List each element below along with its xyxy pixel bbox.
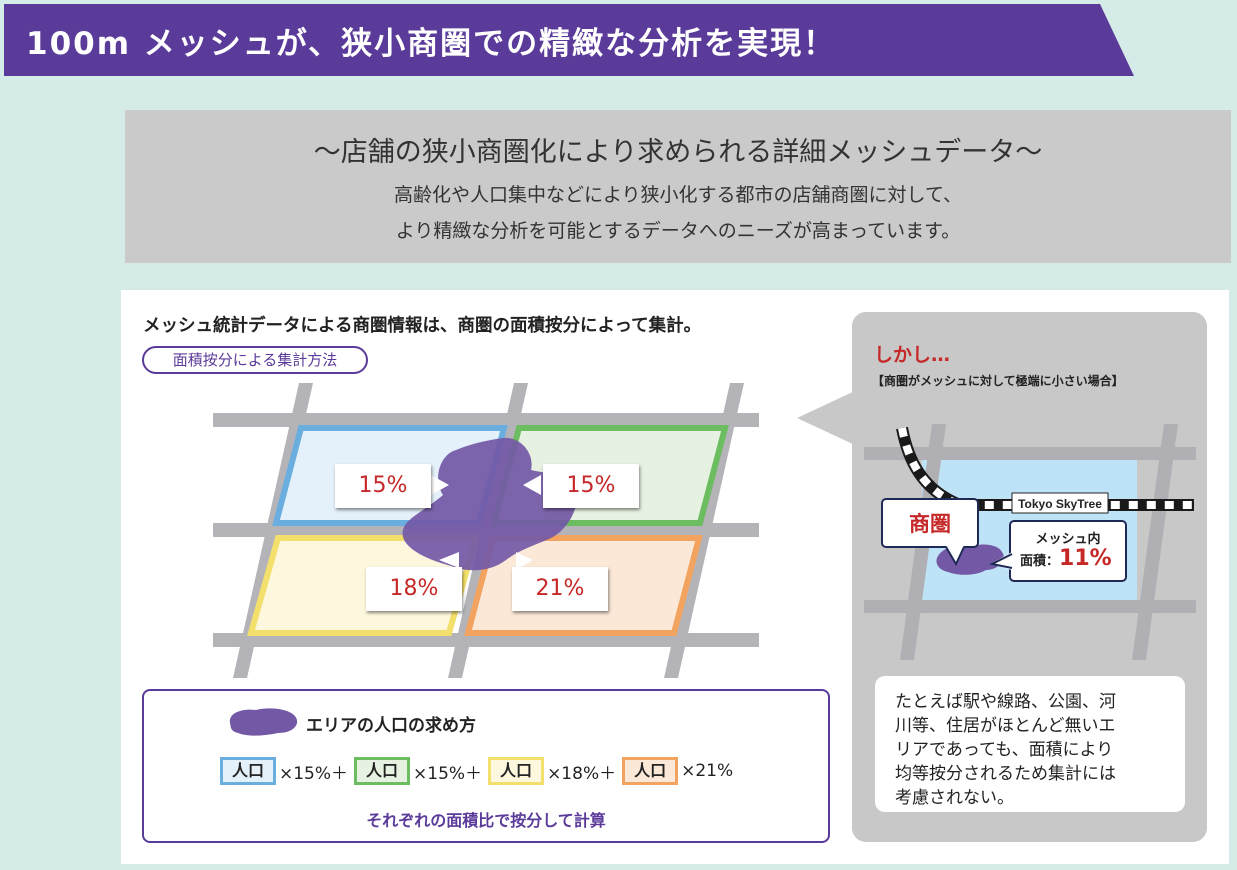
note-line-1: たとえば駅や線路、公園、河	[895, 692, 1116, 712]
trade-area-blob	[402, 437, 577, 571]
percent-label-bottom-left: 18%	[366, 567, 462, 611]
area-ratio: 面積：11%	[1020, 546, 1130, 571]
formula-row: 人口 ×15%＋ 人口 ×15%＋ 人口 ×18%＋ 人口 ×21%	[220, 755, 739, 787]
percent-label-bottom-right: 21%	[512, 567, 608, 611]
formula-term-3: ×18%＋	[547, 763, 617, 784]
note-line-2: 川等、住居がほとんど無いエ	[895, 716, 1116, 736]
formula-box: エリアの人口の求め方 人口 ×15%＋ 人口 ×15%＋ 人口 ×18%＋ 人口…	[142, 689, 830, 843]
formula-title: エリアの人口の求め方	[306, 716, 476, 736]
intro-title: ～店舗の狭小商圏化により求められる詳細メッシュデータ～	[313, 137, 1043, 168]
mesh-diagram	[213, 383, 759, 678]
intro-line-2: より精緻な分析を可能とするデータへのニーズが高まっています。	[395, 220, 961, 242]
intro-box: ～店舗の狭小商圏化により求められる詳細メッシュデータ～ 高齢化や人口集中などによ…	[125, 110, 1231, 263]
mesh-inner-label: メッシュ内	[1035, 532, 1101, 547]
area-ratio-label: 面積：	[1020, 554, 1060, 569]
percent-label-top-right: 15%	[543, 464, 639, 508]
mesh-heading: メッシュ統計データによる商圏情報は、商圏の面積按分によって集計。	[143, 316, 702, 336]
trade-area-label: 商圏	[909, 512, 951, 536]
population-chip-2: 人口	[354, 757, 411, 785]
formula-term-2: ×15%＋	[413, 763, 483, 784]
main-panel: メッシュ統計データによる商圏情報は、商圏の面積按分によって集計。 面積按分による…	[121, 290, 1229, 864]
small-area-map: Tokyo SkyTree	[864, 424, 1196, 660]
population-chip-3: 人口	[488, 757, 545, 785]
note-line-4: 均等按分されるため集計には	[895, 764, 1116, 784]
area-ratio-value: 11%	[1059, 546, 1112, 571]
caution-title: しかし…	[874, 344, 951, 366]
formula-term-4: ×21%	[681, 761, 734, 781]
caution-subtitle: 【商圏がメッシュに対して極端に小さい場合】	[872, 374, 1124, 388]
speech-tail	[797, 390, 857, 446]
method-label: 面積按分による集計方法	[142, 346, 368, 374]
formula-term-1: ×15%＋	[279, 763, 349, 784]
population-chip-1: 人口	[220, 757, 276, 785]
banner-title: 100m メッシュが、狭小商圏での精緻な分析を実現！	[26, 26, 837, 62]
intro-line-1: 高齢化や人口集中などにより狭小化する都市の店舗商圏に対して、	[393, 184, 963, 206]
percent-label-top-left: 15%	[335, 464, 431, 508]
caution-panel: しかし… 【商圏がメッシュに対して極端に小さい場合】 Tokyo SkyTree	[852, 312, 1207, 842]
note-line-5: 考慮されない。	[895, 788, 1014, 808]
header-banner: 100m メッシュが、狭小商圏での精緻な分析を実現！	[4, 4, 1134, 76]
station-label: Tokyo SkyTree	[1018, 497, 1102, 511]
area-blob-icon	[229, 708, 298, 736]
population-chip-4: 人口	[622, 757, 679, 785]
formula-note: それぞれの面積比で按分して計算	[366, 811, 606, 830]
caution-note: たとえば駅や線路、公園、河 川等、住居がほとんど無いエ リアであっても、面積によ…	[875, 676, 1185, 812]
note-line-3: リアであっても、面積により	[895, 740, 1114, 760]
